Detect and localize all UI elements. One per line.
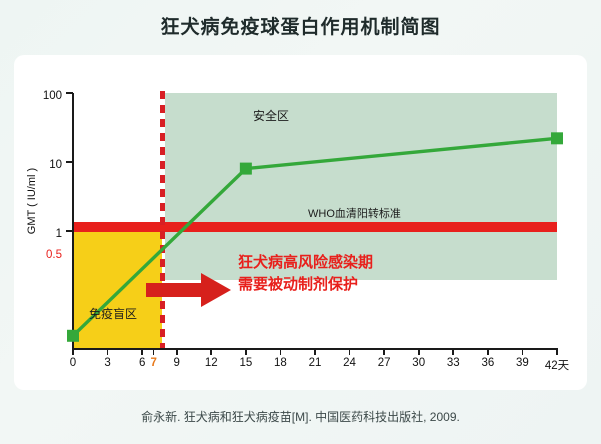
x-tick-mark <box>245 349 247 355</box>
x-tick-label: 27 <box>377 357 391 369</box>
x-tick-mark <box>348 349 351 355</box>
x-axis-line <box>72 348 558 350</box>
blind-zone-label: 免疫盲区 <box>89 307 138 321</box>
y-tick-mark <box>66 230 73 232</box>
day7-divider-line <box>160 91 165 349</box>
risk-warning-text: 狂犬病高风险感染期 需要被动制剂保护 <box>238 252 373 296</box>
x-tick-label: 9 <box>173 357 180 369</box>
x-tick-mark <box>487 349 489 355</box>
page-title: 狂犬病免疫球蛋白作用机制简图 <box>160 17 441 38</box>
x-tick-mark <box>556 349 558 355</box>
x-tick-mark <box>72 349 74 355</box>
y-tick-label: 100 <box>42 90 62 102</box>
x-tick-mark <box>417 349 420 355</box>
x-tick-mark <box>141 349 143 355</box>
y-tick-label: 10 <box>49 158 62 171</box>
who-seroconversion-line <box>73 222 557 232</box>
x-tick-mark <box>521 349 524 355</box>
x-tick-label: 3 <box>104 357 111 369</box>
y-tick-label: 1 <box>55 227 62 240</box>
citation-text: 俞永新. 狂犬病和狂犬病疫苗[M]. 中国医药科技出版社, 2009. <box>141 410 460 424</box>
x-tick-label: 42天 <box>544 360 570 372</box>
y-axis-title: GMT ( IU/ml ) <box>26 167 38 235</box>
y-tick-mark <box>66 92 73 94</box>
x-tick-label: 30 <box>412 357 426 369</box>
right-arrow-icon <box>146 273 231 307</box>
y-tick-mark <box>66 161 73 163</box>
x-tick-mark <box>383 349 385 355</box>
x-tick-mark <box>175 349 178 355</box>
safe-zone-label: 安全区 <box>253 109 290 123</box>
x-tick-label: 33 <box>446 357 460 369</box>
x-tick-label: 36 <box>481 357 495 369</box>
x-tick-mark <box>106 349 109 355</box>
x-tick-label: 21 <box>308 357 322 369</box>
y-tick-label: 0.5 <box>46 248 62 261</box>
y-axis-line <box>72 93 74 348</box>
x-tick-mark <box>279 349 282 355</box>
x-tick-mark <box>314 349 316 355</box>
x-tick-label: 6 <box>138 357 146 369</box>
x-tick-mark <box>210 349 213 355</box>
x-tick-mark <box>152 349 155 355</box>
x-tick-label: 18 <box>274 357 287 369</box>
chart-card: 100 10 1 0.5 0 3 6 7 9 12 15 18 21 24 27 30 33 36 39 42天 G… <box>14 55 587 390</box>
x-tick-label: 15 <box>239 357 253 369</box>
risk-warning-line-1: 狂犬病高风险感染期 <box>238 254 374 271</box>
x-tick-label: 12 <box>204 357 218 369</box>
plot-area: 100 10 1 0.5 0 3 6 7 9 12 15 18 21 24 27 30 33 36 39 42天 G… <box>14 55 587 390</box>
x-tick-label: 7 <box>150 357 157 369</box>
x-tick-label: 24 <box>343 357 356 369</box>
x-tick-label: 0 <box>69 357 77 369</box>
x-tick-mark <box>452 349 455 355</box>
x-tick-label: 39 <box>516 357 529 369</box>
who-standard-label: WHO血清阳转标准 <box>308 208 401 220</box>
risk-warning-line-2: 需要被动制剂保护 <box>238 275 359 293</box>
